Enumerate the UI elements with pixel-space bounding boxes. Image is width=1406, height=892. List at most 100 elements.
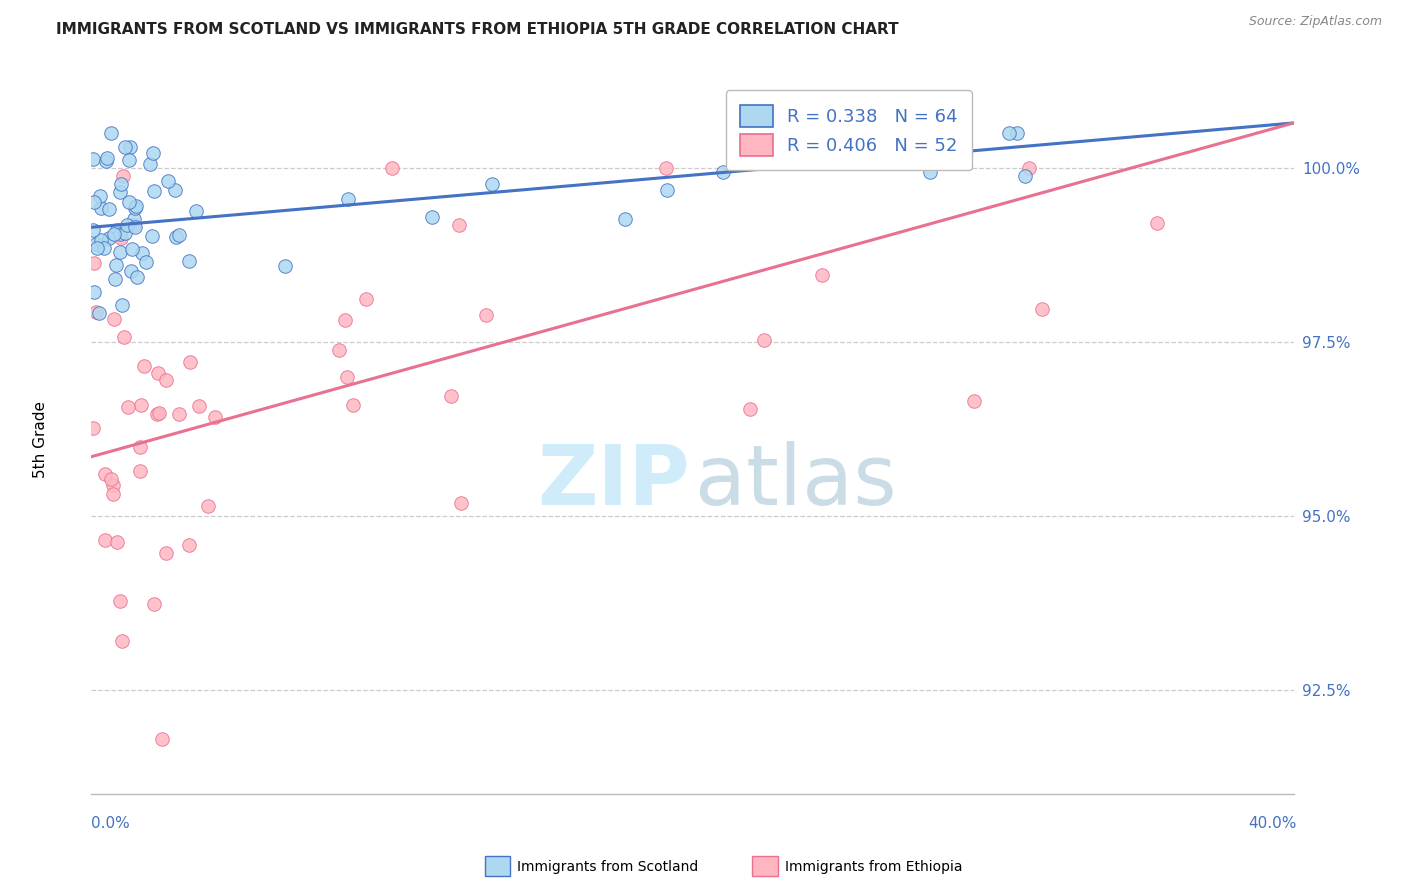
Point [86,240,108,254]
Point [104,272,127,286]
Point [148,406,170,420]
Point [100,127,122,141]
Text: atlas: atlas [695,442,897,523]
Point [83,195,105,210]
Point [114,226,136,240]
Point [128,464,150,478]
Point [342,398,364,412]
Point [167,228,190,243]
Point [84,237,107,252]
Point [796,145,818,159]
Point [108,244,131,259]
Point [179,538,201,552]
Point [155,546,177,560]
Point [142,145,165,160]
Point [177,253,200,268]
Point [335,313,357,327]
Point [101,478,124,492]
Point [141,228,163,243]
Point [422,210,444,224]
Text: Source: ZipAtlas.com: Source: ZipAtlas.com [1249,15,1382,29]
Point [186,204,208,219]
Point [105,222,128,236]
Point [963,393,986,408]
Point [103,311,125,326]
Point [337,192,360,206]
Point [111,298,134,312]
Point [125,199,148,213]
Point [108,227,131,242]
Point [100,472,122,486]
Point [104,259,127,273]
Point [1031,302,1053,317]
Point [740,401,762,416]
Point [157,174,180,188]
Point [187,399,209,413]
Point [165,229,187,244]
Point [1005,127,1028,141]
Point [96,151,118,165]
Point [914,127,936,141]
Point [87,306,110,320]
Point [785,134,807,148]
Point [122,211,145,226]
Point [98,231,121,245]
Point [274,259,297,273]
Text: ZIP: ZIP [537,442,690,523]
Legend: R = 0.338   N = 64, R = 0.406   N = 52: R = 0.338 N = 64, R = 0.406 N = 52 [725,90,972,170]
Point [82,153,104,167]
Point [654,161,676,176]
Point [110,178,132,192]
Point [94,153,117,168]
Point [111,169,134,184]
Point [1018,161,1040,176]
Point [139,156,162,170]
Text: 40.0%: 40.0% [1249,816,1296,831]
Point [111,634,134,648]
Point [105,534,128,549]
Point [142,597,165,611]
Point [920,165,942,179]
Point [118,153,141,167]
Point [135,254,157,268]
Point [122,218,145,232]
Point [155,373,177,387]
Point [108,594,131,608]
Point [82,222,104,236]
Text: IMMIGRANTS FROM SCOTLAND VS IMMIGRANTS FROM ETHIOPIA 5TH GRADE CORRELATION CHART: IMMIGRANTS FROM SCOTLAND VS IMMIGRANTS F… [56,22,898,37]
Point [197,499,219,513]
Point [94,467,117,482]
Point [447,218,470,232]
Point [143,184,166,198]
Point [475,309,498,323]
Point [711,164,734,178]
Point [997,127,1019,141]
Point [101,487,124,501]
Point [481,178,503,192]
Point [108,185,131,199]
Point [83,285,105,300]
Point [114,330,136,344]
Point [89,189,111,203]
Point [655,183,678,197]
Point [117,400,139,414]
Point [124,202,146,216]
Text: Immigrants from Ethiopia: Immigrants from Ethiopia [785,860,962,874]
Point [148,366,170,380]
Point [179,355,201,369]
Point [129,440,152,454]
Point [110,231,132,245]
Point [752,334,775,348]
Point [82,421,104,435]
Text: 5th Grade: 5th Grade [34,401,48,478]
Point [84,305,107,319]
Point [167,407,190,421]
Point [440,389,463,403]
Text: 0.0%: 0.0% [91,816,131,831]
Point [163,183,186,197]
Point [150,731,173,746]
Point [811,268,834,282]
Point [103,227,125,242]
Point [1146,216,1168,230]
Point [115,218,138,232]
